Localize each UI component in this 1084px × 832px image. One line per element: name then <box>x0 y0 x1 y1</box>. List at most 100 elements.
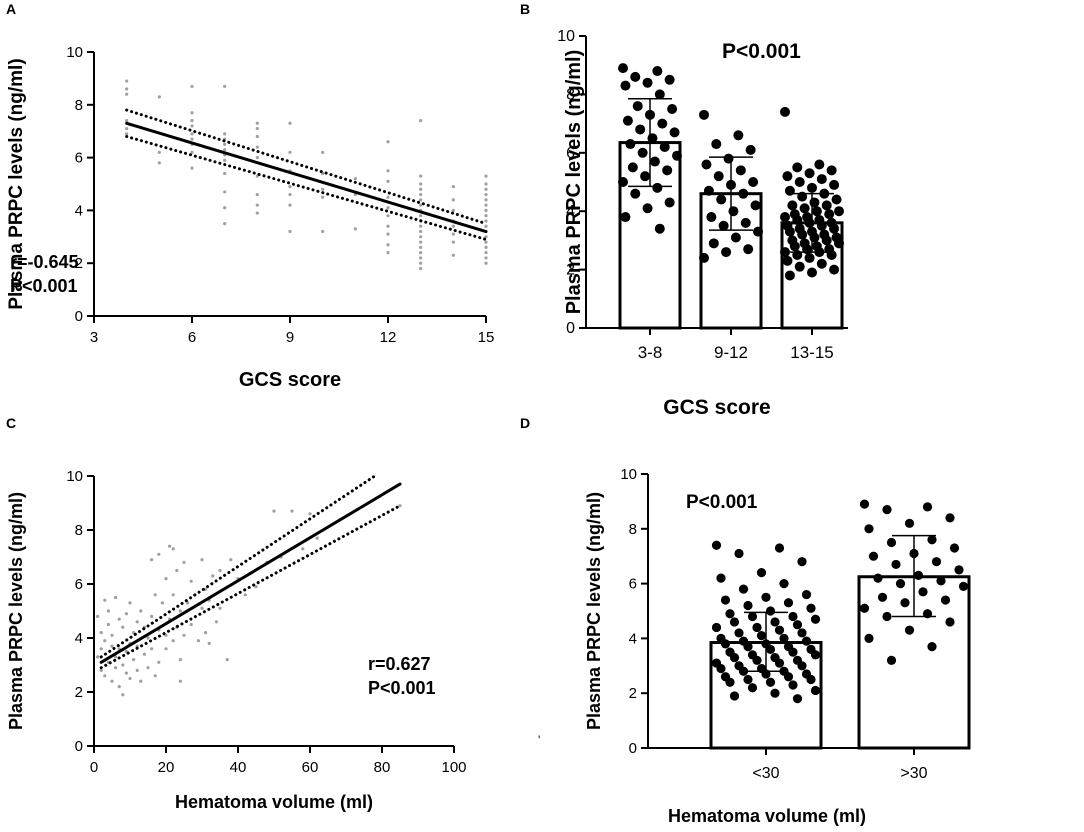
x-tick-label: 6 <box>188 329 196 346</box>
data-point <box>711 540 722 550</box>
data-point <box>725 677 735 687</box>
data-point <box>386 243 390 247</box>
data-point <box>783 672 794 682</box>
data-point <box>200 606 204 610</box>
data-point <box>419 119 423 123</box>
data-point <box>792 162 803 173</box>
data-point <box>706 212 717 223</box>
data-point <box>142 652 146 656</box>
data-point <box>711 139 722 150</box>
y-tick-label: 0 <box>566 320 575 337</box>
data-point <box>128 676 132 681</box>
x-tick-label: 80 <box>374 759 391 776</box>
data-point <box>797 557 807 567</box>
y-tick-label: 4 <box>566 203 575 220</box>
x-tick-label: 3 <box>90 329 98 346</box>
data-point <box>774 625 785 635</box>
data-point <box>809 232 820 243</box>
data-point <box>157 552 161 556</box>
category-label: 13-15 <box>790 343 833 362</box>
regression-line <box>125 121 488 234</box>
y-axis-title: Plasma PRPC levels (ng/ml) <box>6 492 26 730</box>
ci-upper-line <box>99 474 377 659</box>
data-point <box>419 256 423 260</box>
data-point <box>125 126 129 131</box>
data-point <box>353 227 357 231</box>
data-point <box>204 631 208 635</box>
data-point <box>718 220 729 231</box>
data-point <box>288 192 292 197</box>
y-tick-label: 2 <box>566 262 575 279</box>
data-point <box>419 182 423 186</box>
data-point <box>723 153 734 164</box>
data-point <box>103 639 107 643</box>
data-point <box>321 150 325 154</box>
data-point <box>223 148 227 152</box>
data-point <box>484 198 488 202</box>
data-point <box>834 206 844 217</box>
data-point <box>419 203 423 207</box>
ci-lower-line <box>99 504 402 670</box>
data-point <box>743 642 753 652</box>
data-point <box>103 674 107 678</box>
y-tick-label: 4 <box>75 202 83 219</box>
data-point <box>484 235 488 239</box>
data-point <box>753 226 763 237</box>
data-point <box>178 609 182 613</box>
data-point <box>484 240 488 244</box>
data-point <box>99 668 103 673</box>
data-point <box>114 655 118 659</box>
data-point <box>218 568 222 573</box>
data-point <box>877 592 888 602</box>
data-point <box>829 264 840 275</box>
x-tick-label: 15 <box>478 329 495 346</box>
data-point <box>386 179 390 183</box>
data-point <box>620 80 631 91</box>
data-point <box>451 224 455 228</box>
correlation-label: r=-0.645 <box>10 252 79 272</box>
data-point <box>807 182 817 193</box>
data-point <box>386 232 390 236</box>
x-tick-label: 9 <box>286 329 294 346</box>
data-point <box>114 595 118 600</box>
data-point <box>386 140 390 144</box>
y-axis-title: Plasma PRPC levels (ng/ml) <box>563 50 585 315</box>
data-point <box>652 182 663 193</box>
data-point <box>954 565 964 575</box>
data-point <box>164 577 168 581</box>
data-point <box>157 150 161 154</box>
data-point <box>255 145 259 149</box>
data-point <box>945 617 955 627</box>
data-point <box>807 267 817 278</box>
data-point <box>106 609 110 613</box>
data-point <box>484 174 488 178</box>
panel-letter-b: B <box>520 1 530 17</box>
data-point <box>288 203 292 207</box>
data-point <box>797 229 808 240</box>
y-tick-label: 2 <box>629 685 637 702</box>
y-tick-label: 8 <box>629 521 637 538</box>
data-point <box>816 220 827 231</box>
data-point <box>175 568 179 573</box>
data-point <box>794 177 805 187</box>
data-point <box>121 663 125 667</box>
data-point <box>642 77 653 88</box>
data-point <box>891 559 901 570</box>
data-point <box>780 106 790 117</box>
data-point <box>873 573 883 583</box>
data-point <box>779 633 789 644</box>
data-point <box>121 625 125 629</box>
data-point <box>419 174 423 178</box>
data-point <box>864 633 874 644</box>
data-point <box>160 601 164 605</box>
y-tick-label: 10 <box>66 468 83 485</box>
data-point <box>96 655 100 659</box>
data-point <box>735 165 746 176</box>
data-point <box>157 660 161 664</box>
data-point <box>321 229 325 234</box>
data-point <box>788 611 798 622</box>
data-point <box>419 245 423 249</box>
data-point <box>721 247 732 258</box>
data-point <box>662 165 673 176</box>
data-point <box>139 679 143 683</box>
